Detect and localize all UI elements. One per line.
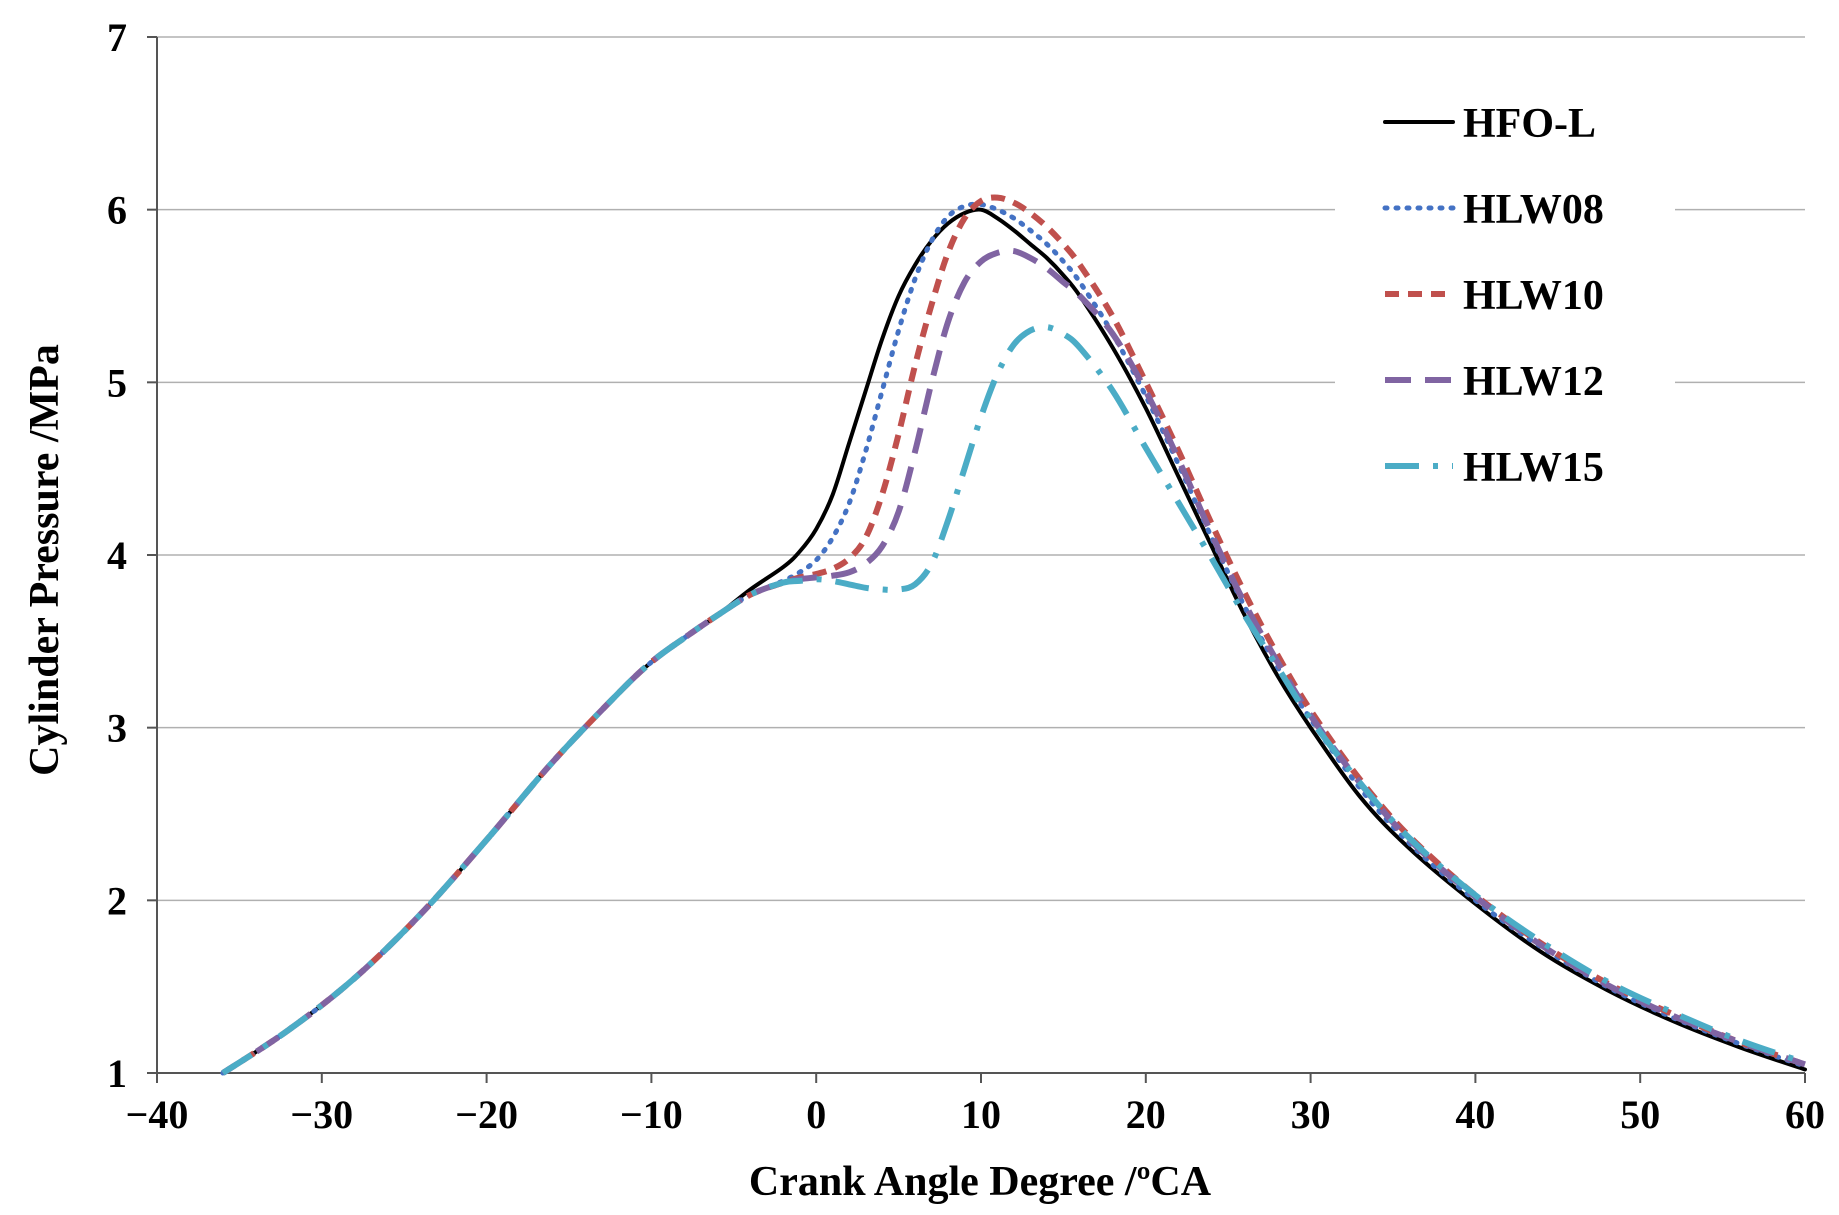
y-axis-title: Cylinder Pressure /MPa bbox=[22, 344, 68, 776]
series-lines bbox=[220, 194, 1808, 1076]
y-tick-label: 6 bbox=[107, 188, 127, 233]
x-tick-label: −40 bbox=[126, 1092, 189, 1137]
legend-label-hlw15: HLW15 bbox=[1463, 445, 1604, 491]
tick-labels: −40 −30 −20 −10 0 10 20 30 40 50 60 1 2 3 4 5 6 7 bbox=[107, 15, 1825, 1137]
x-axis-title: Crank Angle Degree /ºCA bbox=[749, 1159, 1212, 1205]
x-tick-label: −10 bbox=[620, 1092, 683, 1137]
legend: HFO-L HLW08 HLW10 HLW12 HLW15 bbox=[1335, 80, 1675, 520]
y-tick-label: 4 bbox=[107, 533, 127, 578]
y-tick-label: 7 bbox=[107, 15, 127, 60]
y-tick-label: 5 bbox=[107, 360, 127, 405]
legend-label-hlw10: HLW10 bbox=[1463, 273, 1604, 319]
x-tick-label: 30 bbox=[1291, 1092, 1331, 1137]
x-tick-label: 0 bbox=[806, 1092, 826, 1137]
x-tick-label: −30 bbox=[290, 1092, 353, 1137]
series-line-hlw15 bbox=[221, 323, 1806, 1076]
x-tick-label: 40 bbox=[1455, 1092, 1495, 1137]
x-tick-label: 50 bbox=[1620, 1092, 1660, 1137]
y-tick-label: 3 bbox=[107, 706, 127, 751]
y-tick-label: 2 bbox=[107, 878, 127, 923]
legend-background bbox=[1335, 80, 1675, 520]
x-tick-label: 20 bbox=[1126, 1092, 1166, 1137]
legend-label-hlw08: HLW08 bbox=[1463, 187, 1604, 233]
legend-label-hlw12: HLW12 bbox=[1463, 359, 1604, 405]
x-tick-label: 10 bbox=[961, 1092, 1001, 1137]
legend-label-hfo-l: HFO-L bbox=[1463, 101, 1596, 147]
x-tick-label: −20 bbox=[455, 1092, 518, 1137]
axes bbox=[147, 36, 1806, 1083]
y-tick-label: 1 bbox=[107, 1051, 127, 1096]
x-tick-label: 60 bbox=[1785, 1092, 1825, 1137]
